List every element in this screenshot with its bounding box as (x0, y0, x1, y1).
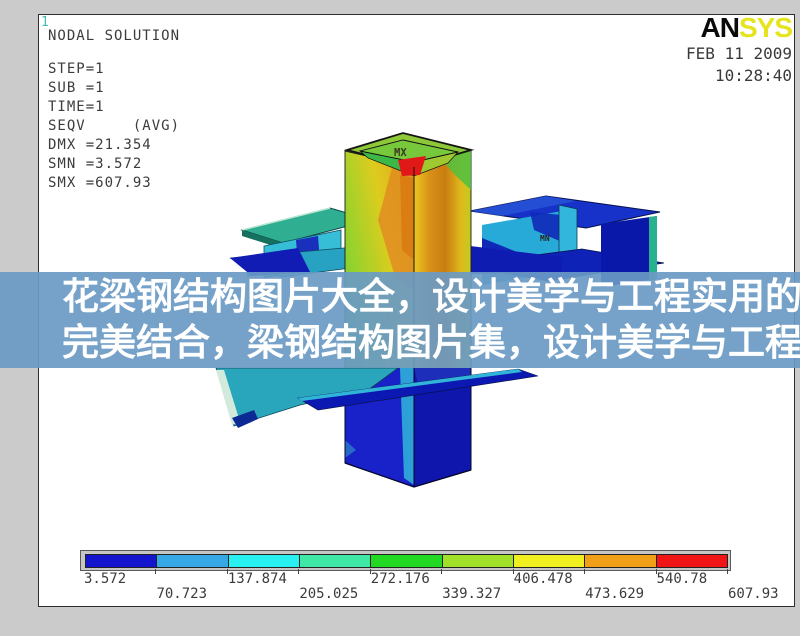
solution-line: TIME=1 (48, 99, 105, 115)
legend-color-segment (371, 555, 443, 567)
analysis-time: 10:28:40 (714, 66, 792, 85)
legend-tick (655, 569, 657, 574)
legend-color-segment (442, 555, 514, 567)
legend-color-segment (585, 555, 657, 567)
solution-line: SMX =607.93 (48, 175, 152, 191)
legend-tick (441, 569, 443, 574)
solution-lines: STEP=1 SUB =1 TIME=1 SEQV (AVG) DMX =21.354 S… (48, 60, 180, 193)
legend-color-segment (513, 555, 586, 567)
legend-tick (512, 569, 514, 574)
legend-frame (80, 550, 731, 571)
banner-line-1: 花梁钢结构图片大全，设计美学与工程实用的 (62, 276, 800, 317)
legend-value-label: 205.025 (299, 586, 359, 602)
legend-tick (155, 569, 157, 574)
beam-front-left (215, 367, 539, 428)
ansys-logo-an: AN (700, 12, 740, 43)
solution-info-block: NODAL SOLUTION STEP=1 SUB =1 TIME=1 SEQV (A… (48, 28, 180, 193)
legend-value-label: 607.93 (728, 586, 779, 602)
legend-tick (727, 569, 728, 574)
ansys-logo-sys: SYS (738, 12, 793, 43)
banner-line-2: 完美结合，梁钢结构图片集，设计美学与工程 (62, 322, 800, 363)
legend-value-label: 339.327 (442, 586, 502, 602)
solution-title: NODAL SOLUTION (48, 28, 181, 44)
solution-line: SMN =3.572 (48, 156, 143, 172)
legend-value-label: 3.572 (84, 571, 127, 587)
solution-line: SUB =1 (48, 80, 105, 96)
legend-tick (226, 569, 228, 574)
solution-line: STEP=1 (48, 61, 105, 77)
legend-tick (584, 569, 586, 574)
min-stress-marker: MN (540, 234, 550, 243)
legend-color-segment (299, 555, 372, 567)
legend-value-label: 272.176 (370, 571, 430, 587)
legend-colorbar (85, 554, 728, 568)
legend-value-label: 540.78 (656, 571, 708, 587)
legend-value-label: 70.723 (156, 586, 208, 602)
max-stress-marker: MX (394, 147, 407, 159)
window-number: 1 (41, 15, 49, 30)
legend-value-label: 137.874 (227, 571, 287, 587)
legend-tick (298, 569, 300, 574)
legend-color-segment (157, 555, 229, 567)
legend-tick (369, 569, 371, 574)
stress-legend: 3.572 70.723 137.874 205.025 272.176 339.327 4… (80, 550, 794, 602)
legend-color-segment (86, 555, 158, 567)
solution-line: DMX =21.354 (48, 137, 152, 153)
legend-value-label: 406.478 (513, 571, 573, 587)
analysis-date: FEB 11 2009 (686, 44, 792, 63)
solution-line: SEQV (AVG) (48, 118, 181, 134)
ansys-logo: ANSYS (686, 12, 793, 43)
legend-value-label: 473.629 (585, 586, 645, 602)
banner-overlay: 花梁钢结构图片大全，设计美学与工程实用的 完美结合，梁钢结构图片集，设计美学与工… (0, 272, 800, 368)
brand-block: ANSYS FEB 11 2009 10:28:40 (686, 12, 793, 86)
legend-color-segment (656, 555, 727, 567)
legend-color-segment (228, 555, 300, 567)
beam-back-right (459, 195, 665, 287)
